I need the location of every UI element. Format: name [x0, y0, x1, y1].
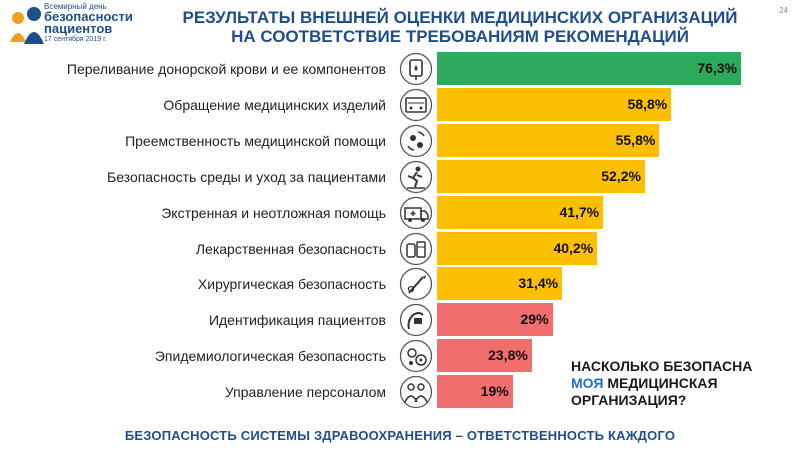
page-title: РЕЗУЛЬТАТЫ ВНЕШНЕЙ ОЦЕНКИ МЕДИЦИНСКИХ ОР… — [180, 8, 740, 46]
bar-value-label: 52,2% — [601, 167, 641, 184]
bar-value-label: 23,8% — [488, 347, 528, 364]
logo-line3: пациентов — [44, 21, 113, 36]
bar — [437, 159, 645, 193]
staff-icon — [399, 375, 433, 409]
category-label: Обращение медицинских изделий — [163, 96, 386, 113]
scalpel-icon — [399, 267, 433, 301]
logo-line2: безопасности — [44, 9, 133, 24]
page-number: 24 — [779, 6, 788, 15]
category-label: Идентификация пациентов — [208, 312, 386, 329]
question-line2: МОЯ МЕДИЦИНСКАЯ — [571, 375, 791, 392]
bar — [437, 52, 741, 85]
germs-icon — [399, 339, 433, 373]
category-label: Преемственность медицинской помощи — [125, 132, 386, 149]
category-label: Переливание донорской крови и ее компоне… — [66, 61, 386, 77]
bar-value-label: 29% — [520, 311, 549, 328]
question-line2-rest: МЕДИЦИНСКАЯ — [603, 375, 718, 391]
title-line1: РЕЗУЛЬТАТЫ ВНЕШНЕЙ ОЦЕНКИ МЕДИЦИНСКИХ ОР… — [182, 8, 738, 27]
bar — [437, 339, 532, 373]
bar — [437, 87, 672, 121]
category-label: Хирургическая безопасность — [197, 276, 386, 293]
bar — [437, 303, 553, 337]
care-continuity-icon — [399, 124, 433, 158]
bar — [437, 195, 604, 229]
logo-date: 17 сентября 2019 г. — [44, 36, 107, 43]
question-line1: НАСКОЛЬКО БЕЗОПАСНА — [571, 358, 753, 374]
bar — [437, 375, 513, 409]
medications-icon — [399, 232, 433, 266]
category-label: Экстренная и неотложная помощь — [161, 204, 386, 221]
bar-value-label: 58,8% — [627, 95, 668, 112]
bar-value-label: 19% — [480, 383, 509, 400]
question-text: НАСКОЛЬКО БЕЗОПАСНА МОЯ МЕДИЦИНСКАЯ ОРГА… — [571, 358, 791, 409]
category-label: Управление персоналом — [224, 384, 386, 401]
title-line2: НА СООТВЕТСТВИЕ ТРЕБОВАНИЯМ РЕКОМЕНДАЦИЙ — [231, 27, 689, 46]
category-label: Лекарственная безопасность — [195, 240, 386, 257]
logo-text: Всемирный день безопасности пациентов 17… — [44, 2, 133, 44]
footer-slogan: БЕЗОПАСНОСТЬ СИСТЕМЫ ЗДРАВООХРАНЕНИЯ – О… — [124, 428, 676, 443]
fall-hazard-icon — [399, 160, 433, 194]
ambulance-icon — [399, 196, 433, 230]
bar — [437, 267, 563, 301]
medical-devices-icon — [399, 88, 433, 122]
question-highlight: МОЯ — [571, 375, 604, 391]
category-label: Эпидемиологическая безопасность — [154, 348, 386, 365]
logo — [10, 7, 44, 44]
bar-value-label: 40,2% — [553, 239, 594, 256]
bar — [437, 123, 660, 157]
logo-line1: Всемирный день — [44, 2, 107, 11]
bar-value-label: 31,4% — [518, 275, 559, 292]
question-line3: ОРГАНИЗАЦИЯ? — [571, 392, 687, 408]
patient-id-icon — [399, 303, 433, 337]
bar-value-label: 41,7% — [559, 203, 600, 220]
blood-bag-icon — [399, 52, 433, 86]
bar-value-label: 55,8% — [615, 131, 656, 148]
bar-value-label: 76,3% — [697, 60, 737, 76]
bar — [437, 231, 598, 265]
category-label: Безопасность среды и уход за пациентами — [107, 168, 386, 185]
